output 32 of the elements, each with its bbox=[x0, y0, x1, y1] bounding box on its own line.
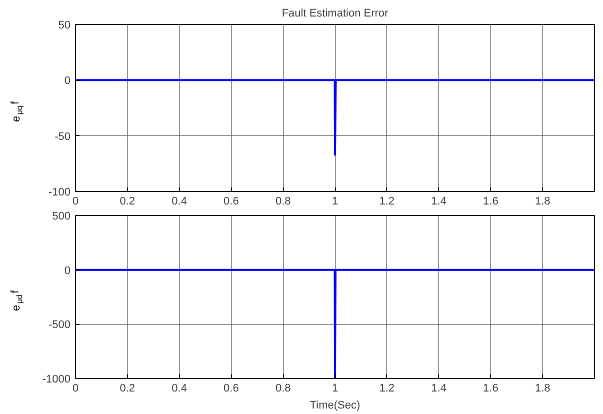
x-tick-label: 1.4 bbox=[431, 382, 446, 394]
x-tick-label: 1.2 bbox=[379, 196, 395, 208]
x-tick-label: 0.6 bbox=[224, 382, 239, 394]
x-tick-label: 0 bbox=[72, 196, 79, 208]
x-tick-label: 0.2 bbox=[120, 382, 136, 394]
x-tick-label: 0.8 bbox=[275, 196, 291, 208]
x-tick-label: 1.6 bbox=[483, 382, 498, 394]
x-tick-label: 1 bbox=[332, 382, 338, 394]
x-tick-label: 0.8 bbox=[275, 382, 291, 394]
y-tick-label: 50 bbox=[58, 20, 71, 32]
y-tick-label: -1000 bbox=[42, 374, 71, 386]
x-tick-label: 1.2 bbox=[379, 382, 395, 394]
x-tick-label: 1.4 bbox=[431, 196, 446, 208]
x-tick-label: 0.6 bbox=[224, 196, 239, 208]
y-tick-label: 0 bbox=[64, 75, 71, 88]
x-tick-label: 0.2 bbox=[120, 196, 136, 208]
y-tick-label: -100 bbox=[48, 186, 71, 198]
x-tick-label: 1 bbox=[332, 196, 338, 208]
x-tick-label: 0.4 bbox=[172, 382, 187, 394]
y-tick-label: 500 bbox=[52, 210, 71, 222]
chart-title: Fault Estimation Error bbox=[282, 8, 389, 20]
y-axis-title: eμqf bbox=[10, 100, 24, 122]
x-tick-label: 0.4 bbox=[172, 196, 187, 208]
y-tick-label: -500 bbox=[48, 319, 71, 332]
x-axis-title: Time(Sec) bbox=[310, 400, 360, 412]
x-tick-label: 0 bbox=[72, 382, 79, 394]
x-tick-label: 1.8 bbox=[534, 382, 550, 394]
y-axis-title: eμdf bbox=[10, 289, 24, 311]
x-tick-label: 1.6 bbox=[483, 196, 498, 208]
y-tick-label: 0 bbox=[64, 264, 71, 277]
y-tick-label: -50 bbox=[54, 130, 71, 143]
x-tick-label: 1.8 bbox=[534, 196, 550, 208]
